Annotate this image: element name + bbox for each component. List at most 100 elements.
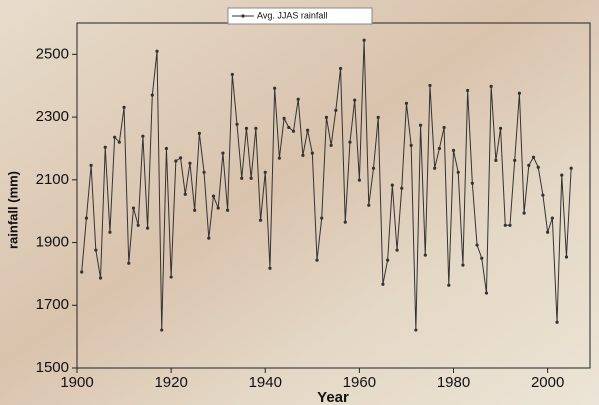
data-point <box>339 67 342 70</box>
data-point <box>391 184 394 187</box>
data-point <box>452 149 455 152</box>
x-tick-label: 2000 <box>531 374 564 391</box>
data-point <box>523 211 526 214</box>
data-point <box>466 89 469 92</box>
data-point <box>217 206 220 209</box>
data-point <box>414 328 417 331</box>
data-point <box>202 171 205 174</box>
data-point <box>212 195 215 198</box>
data-point <box>278 157 281 160</box>
data-point <box>297 98 300 101</box>
data-point <box>155 50 158 53</box>
data-point <box>306 129 309 132</box>
data-point <box>570 167 573 170</box>
data-point <box>551 216 554 219</box>
data-point <box>113 136 116 139</box>
data-point <box>541 194 544 197</box>
data-point <box>179 156 182 159</box>
data-point <box>348 141 351 144</box>
data-point <box>438 147 441 150</box>
y-tick-label: 2100 <box>36 171 69 188</box>
data-point <box>231 73 234 76</box>
data-point <box>386 259 389 262</box>
x-tick-label: 1940 <box>249 374 282 391</box>
data-point <box>499 127 502 130</box>
data-point <box>127 262 130 265</box>
data-point <box>527 164 530 167</box>
data-point <box>447 284 450 287</box>
data-point <box>315 259 318 262</box>
data-point <box>395 248 398 251</box>
data-point <box>560 174 563 177</box>
data-point <box>485 291 488 294</box>
data-point <box>146 227 149 230</box>
data-point <box>264 171 267 174</box>
data-point <box>80 270 83 273</box>
data-point <box>301 154 304 157</box>
data-point <box>259 219 262 222</box>
data-point <box>461 264 464 267</box>
data-point <box>226 209 229 212</box>
x-axis-label: Year <box>317 389 349 405</box>
chart: rainfall (mm) Year 150017001900210023002… <box>0 0 599 405</box>
y-tick-label: 1700 <box>36 296 69 313</box>
data-point <box>188 162 191 165</box>
data-point <box>518 92 521 95</box>
data-point <box>170 275 173 278</box>
data-point <box>490 85 493 88</box>
data-point <box>344 221 347 224</box>
data-point <box>184 193 187 196</box>
data-point <box>508 224 511 227</box>
background <box>0 0 599 405</box>
data-point <box>198 132 201 135</box>
y-tick-label: 1900 <box>36 234 69 251</box>
data-point <box>400 187 403 190</box>
legend-label: Avg. JJAS rainfall <box>257 10 327 20</box>
data-point <box>193 209 196 212</box>
data-point <box>221 152 224 155</box>
legend-marker <box>241 14 244 17</box>
x-tick-label: 1900 <box>60 374 93 391</box>
data-point <box>353 99 356 102</box>
data-point <box>513 159 516 162</box>
data-point <box>287 126 290 129</box>
data-point <box>443 126 446 129</box>
x-tick-label: 1980 <box>437 374 470 391</box>
data-point <box>292 130 295 133</box>
data-point <box>494 159 497 162</box>
data-point <box>475 243 478 246</box>
data-point <box>85 216 88 219</box>
data-point <box>334 109 337 112</box>
data-point <box>546 231 549 234</box>
data-point <box>504 224 507 227</box>
data-point <box>358 179 361 182</box>
data-point <box>268 267 271 270</box>
data-point <box>457 171 460 174</box>
data-point <box>320 216 323 219</box>
data-point <box>137 224 140 227</box>
data-point <box>362 39 365 42</box>
data-point <box>428 84 431 87</box>
data-point <box>132 206 135 209</box>
data-point <box>372 167 375 170</box>
data-point <box>250 177 253 180</box>
data-point <box>151 94 154 97</box>
data-point <box>405 102 408 105</box>
data-point <box>433 167 436 170</box>
data-point <box>555 321 558 324</box>
data-point <box>330 144 333 147</box>
data-point <box>532 156 535 159</box>
data-point <box>108 231 111 234</box>
x-tick-label: 1960 <box>343 374 376 391</box>
data-point <box>419 124 422 127</box>
data-point <box>104 146 107 149</box>
data-point <box>90 164 93 167</box>
data-point <box>94 248 97 251</box>
data-point <box>160 328 163 331</box>
data-point <box>141 135 144 138</box>
data-point <box>311 152 314 155</box>
y-axis-label: rainfall (mm) <box>5 171 20 249</box>
data-point <box>207 237 210 240</box>
data-point <box>367 204 370 207</box>
data-point <box>118 141 121 144</box>
